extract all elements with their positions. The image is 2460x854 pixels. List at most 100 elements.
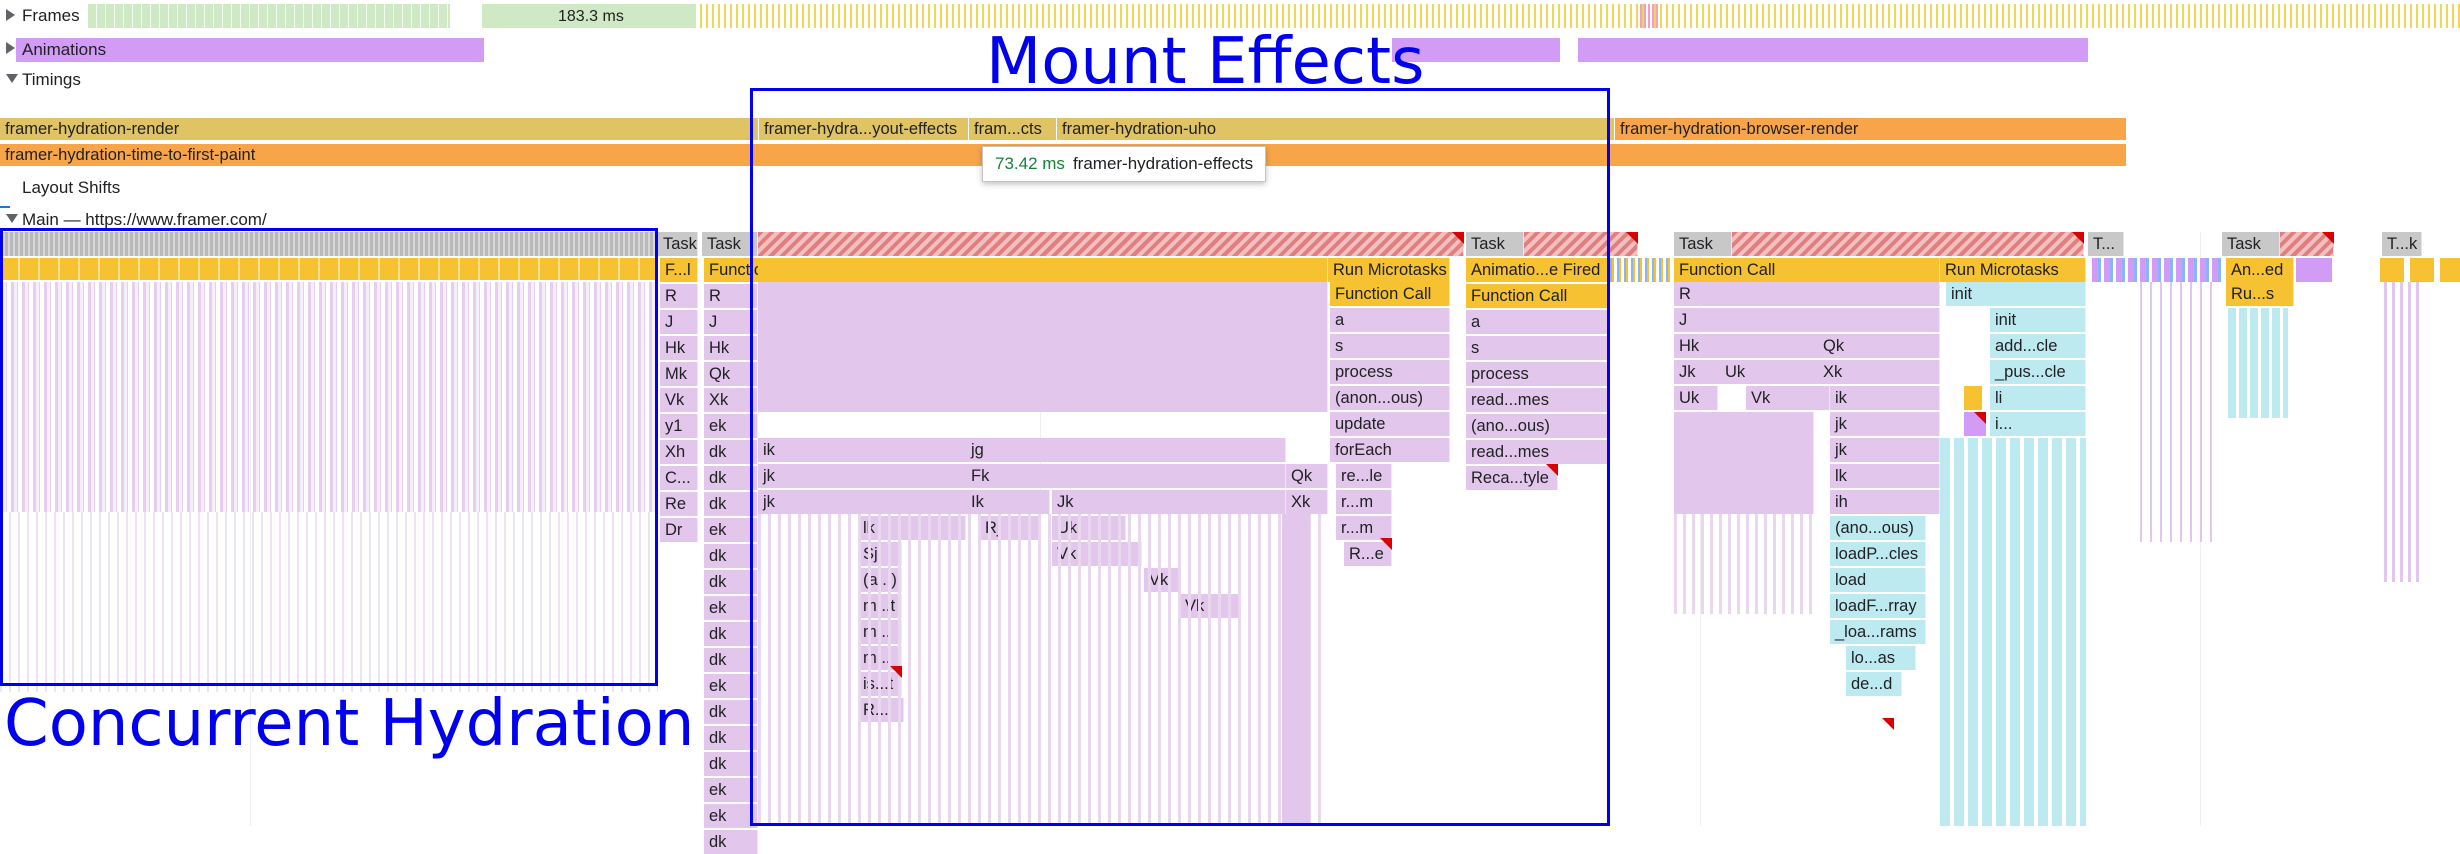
timing-layout-effects[interactable]: framer-hydra...yout-effects bbox=[758, 118, 968, 140]
task-7[interactable]: T...k bbox=[2382, 232, 2422, 256]
task2-frame-5[interactable]: Xk bbox=[704, 388, 758, 412]
task1-frame-7[interactable]: Xh bbox=[660, 440, 698, 464]
stack-filler-t4[interactable] bbox=[1674, 412, 1814, 514]
microtask-frame-1[interactable]: a bbox=[1330, 308, 1450, 332]
task2-frame-18[interactable]: dk bbox=[704, 726, 758, 750]
task-5[interactable]: T... bbox=[2088, 232, 2124, 256]
task1-frame-0[interactable]: F...l bbox=[660, 258, 698, 282]
rm2-frame-4[interactable]: li bbox=[1990, 386, 2086, 410]
t4-leaf-3[interactable]: lk bbox=[1830, 464, 1940, 488]
stack-c-1[interactable]: jk bbox=[758, 464, 970, 488]
task1-frame-3[interactable]: Hk bbox=[660, 336, 698, 360]
t4-leaf-11[interactable]: de...d bbox=[1846, 672, 1902, 696]
task2-frame-12[interactable]: dk bbox=[704, 570, 758, 594]
task-2[interactable]: Task bbox=[702, 232, 758, 256]
anim-frame-5[interactable]: read...mes bbox=[1466, 388, 1610, 412]
task2-frame-20[interactable]: ek bbox=[704, 778, 758, 802]
task-2-long[interactable] bbox=[758, 232, 1464, 256]
microtask-frame-6[interactable]: forEach bbox=[1330, 438, 1450, 462]
animation-bar-1[interactable] bbox=[16, 38, 484, 62]
task2-frame-11[interactable]: dk bbox=[704, 544, 758, 568]
task2-frame-1[interactable]: R bbox=[704, 284, 758, 308]
anim-frame-4[interactable]: process bbox=[1466, 362, 1610, 386]
rm2-frame-1[interactable]: init bbox=[1990, 308, 2086, 332]
anim-frame-7[interactable]: read...mes bbox=[1466, 440, 1610, 464]
animations-label[interactable]: Animations bbox=[22, 40, 107, 59]
frame-qk[interactable]: Qk bbox=[1286, 464, 1328, 488]
animation-bar-2[interactable] bbox=[1392, 38, 1560, 62]
microtask-frame-7[interactable]: re...le bbox=[1336, 464, 1392, 488]
task2-frame-15[interactable]: dk bbox=[704, 648, 758, 672]
task-4[interactable]: Task bbox=[1674, 232, 1732, 256]
run-microtasks-2[interactable]: Run Microtasks bbox=[1940, 258, 2086, 282]
layout-shifts-label[interactable]: Layout Shifts bbox=[22, 178, 121, 197]
stack-c-2[interactable]: jk bbox=[758, 490, 970, 514]
rm2-frame-2[interactable]: add...cle bbox=[1990, 334, 2086, 358]
task2-frame-17[interactable]: dk bbox=[704, 700, 758, 724]
frames-label[interactable]: Frames bbox=[22, 6, 80, 25]
frame-xk[interactable]: Xk bbox=[1286, 490, 1328, 514]
task-4-long[interactable] bbox=[1732, 232, 2084, 256]
timing-uho[interactable]: framer-hydration-uho bbox=[1056, 118, 1614, 140]
frame-xk-2[interactable]: Xk bbox=[1818, 360, 1940, 384]
task1-frame-8[interactable]: C... bbox=[660, 466, 698, 490]
task2-frame-2[interactable]: J bbox=[704, 310, 758, 334]
t4-leaf-2[interactable]: jk bbox=[1830, 438, 1940, 462]
task-6[interactable]: Task bbox=[2222, 232, 2280, 256]
microtask-frame-0[interactable]: Function Call bbox=[1330, 282, 1450, 306]
task2-frame-8[interactable]: dk bbox=[704, 466, 758, 490]
t4-leaf-6[interactable]: loadP...cles bbox=[1830, 542, 1926, 566]
frame-uk-2[interactable]: Uk bbox=[1720, 360, 1830, 384]
animation-bar-3[interactable] bbox=[1578, 38, 2088, 62]
task1-frame-9[interactable]: Re bbox=[660, 492, 698, 516]
timing-browser-render[interactable]: framer-hydration-browser-render bbox=[1614, 118, 2126, 140]
timings-label[interactable]: Timings bbox=[22, 70, 81, 89]
t4-frame-4[interactable]: Uk bbox=[1674, 386, 1718, 410]
microtask-frame-9[interactable]: r...m bbox=[1336, 516, 1392, 540]
stack-c-0[interactable]: ik bbox=[758, 438, 970, 462]
anim-frame-8[interactable]: Reca...tyle bbox=[1466, 466, 1558, 490]
anim-frame-2[interactable]: An...ed bbox=[2226, 258, 2294, 282]
anim-frame-3[interactable]: s bbox=[1466, 336, 1610, 360]
rm2-frame-3[interactable]: _pus...cle bbox=[1990, 360, 2086, 384]
task2-frame-22[interactable]: dk bbox=[704, 830, 758, 854]
microtask-frame-4[interactable]: (anon...ous) bbox=[1330, 386, 1450, 410]
t4-frame-0[interactable]: R bbox=[1674, 282, 1940, 306]
t4-leaf-1[interactable]: jk bbox=[1830, 412, 1940, 436]
task-1[interactable]: Task bbox=[658, 232, 698, 256]
t4-leaf-4[interactable]: ih bbox=[1830, 490, 1940, 514]
task2-frame-19[interactable]: dk bbox=[704, 752, 758, 776]
main-label[interactable]: Main — https://www.framer.com/ bbox=[22, 210, 267, 229]
timing-render[interactable]: framer-hydration-render bbox=[0, 118, 758, 140]
anim-frame-1[interactable]: Function Call bbox=[1466, 284, 1610, 308]
task2-frame-13[interactable]: ek bbox=[704, 596, 758, 620]
t4-leaf-8[interactable]: loadF...rray bbox=[1830, 594, 1926, 618]
anim-frame-2[interactable]: a bbox=[1466, 310, 1610, 334]
anim-frame-6[interactable]: (ano...ous) bbox=[1466, 414, 1610, 438]
collapse-timings-icon[interactable] bbox=[6, 74, 18, 83]
t4-leaf-10[interactable]: lo...as bbox=[1846, 646, 1916, 670]
expand-frames-icon[interactable] bbox=[6, 9, 15, 21]
run-microtasks-3[interactable]: Ru...s bbox=[2226, 282, 2294, 306]
task2-frame-6[interactable]: ek bbox=[704, 414, 758, 438]
task2-frame-21[interactable]: ek bbox=[704, 804, 758, 828]
task2-frame-4[interactable]: Qk bbox=[704, 362, 758, 386]
task1-frame-2[interactable]: J bbox=[660, 310, 698, 334]
frame-qk-2[interactable]: Qk bbox=[1818, 334, 1940, 358]
task1-frame-5[interactable]: Vk bbox=[660, 388, 698, 412]
task2-frame-9[interactable]: dk bbox=[704, 492, 758, 516]
function-call-t4[interactable]: Function Call bbox=[1674, 258, 1940, 282]
t4-leaf-0[interactable]: ik bbox=[1830, 386, 1940, 410]
task2-frame-16[interactable]: ek bbox=[704, 674, 758, 698]
collapse-main-icon[interactable] bbox=[6, 214, 18, 223]
t4-leaf-5[interactable]: (ano...ous) bbox=[1830, 516, 1926, 540]
microtask-frame-2[interactable]: s bbox=[1330, 334, 1450, 358]
microtask-frame-5[interactable]: update bbox=[1330, 412, 1450, 436]
rm2-frame-0[interactable]: init bbox=[1946, 282, 2086, 306]
task2-frame-7[interactable]: dk bbox=[704, 440, 758, 464]
task2-frame-14[interactable]: dk bbox=[704, 622, 758, 646]
task1-frame-4[interactable]: Mk bbox=[660, 362, 698, 386]
run-microtasks-1[interactable]: Run Microtasks bbox=[1328, 258, 1450, 282]
rm2-frame-5[interactable]: i... bbox=[1990, 412, 2086, 436]
stack-d-1[interactable]: Fk bbox=[966, 464, 1286, 488]
